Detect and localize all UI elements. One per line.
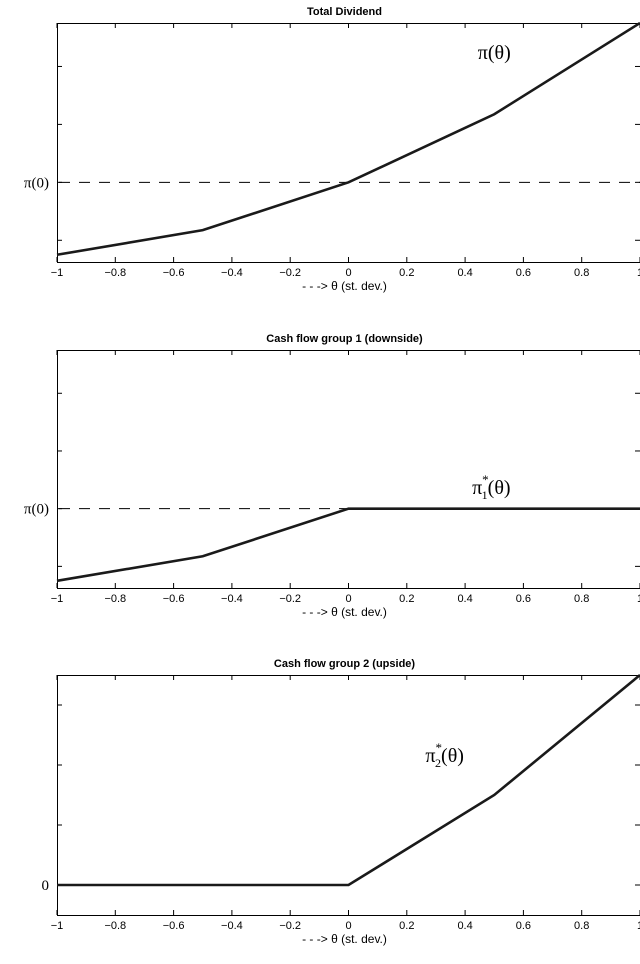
x-tick-label: 0.8 bbox=[574, 593, 589, 605]
x-tick-label: −1 bbox=[51, 593, 64, 605]
annotation-tail: (θ) bbox=[488, 477, 511, 499]
annotation-tail: (θ) bbox=[441, 745, 464, 767]
chart-title: Total Dividend bbox=[307, 6, 382, 18]
annotation-base: π bbox=[425, 745, 435, 767]
x-tick-label: 0 bbox=[345, 920, 351, 932]
x-tick-label: −0.6 bbox=[163, 920, 185, 932]
x-tick-label: −1 bbox=[51, 267, 64, 279]
y-tick-label: π(0) bbox=[24, 502, 49, 518]
series-annotation: π(θ) bbox=[478, 42, 511, 64]
x-tick-label: −0.8 bbox=[104, 267, 126, 279]
chart-panel-3: Cash flow group 2 (upside) −1 −0.8 −0.6 −0.4… bbox=[42, 658, 640, 946]
series-line bbox=[56, 21, 640, 257]
chart-title: Cash flow group 1 (downside) bbox=[266, 333, 423, 345]
x-tick-label: −0.2 bbox=[279, 593, 301, 605]
annotation-superscript: * bbox=[482, 472, 489, 487]
x-tick-label: 0.6 bbox=[516, 920, 531, 932]
y-tick-label: π(0) bbox=[24, 175, 49, 191]
x-tick-label: −0.6 bbox=[163, 267, 185, 279]
x-tick-label: 0.2 bbox=[399, 267, 414, 279]
x-tick-label: 1 bbox=[637, 267, 640, 279]
plot-frame bbox=[57, 675, 640, 916]
x-tick-label: 1 bbox=[637, 593, 640, 605]
x-tick-label: 0.6 bbox=[516, 267, 531, 279]
annotation-subscript: 1 bbox=[482, 488, 488, 502]
series-annotation: π* 1(θ) bbox=[472, 472, 511, 502]
x-tick-label: −0.4 bbox=[221, 267, 243, 279]
annotation-base: π bbox=[472, 477, 482, 499]
x-tick-label: −0.2 bbox=[279, 267, 301, 279]
chart-panel-1: Total Dividend −1 −0.8 −0.6 −0.4 −0.2 0 0.2 0.4 0… bbox=[24, 6, 640, 293]
x-axis-label: - - -> θ (st. dev.) bbox=[302, 932, 387, 946]
x-tick-label: −0.8 bbox=[104, 920, 126, 932]
x-tick-label: 0.8 bbox=[574, 267, 589, 279]
plot-frame bbox=[57, 350, 640, 589]
chart-title: Cash flow group 2 (upside) bbox=[274, 658, 416, 670]
series-line bbox=[57, 673, 640, 887]
series-annotation: π* 2(θ) bbox=[425, 740, 464, 770]
x-tick-label: 0.4 bbox=[457, 920, 472, 932]
x-tick-label: −1 bbox=[51, 920, 64, 932]
x-tick-label: 0.2 bbox=[399, 593, 414, 605]
x-tick-label: 0 bbox=[345, 593, 351, 605]
x-tick-label: −0.4 bbox=[221, 593, 243, 605]
annotation-superscript: * bbox=[436, 740, 443, 755]
x-tick-label: 0.4 bbox=[457, 593, 472, 605]
x-tick-label: 0.2 bbox=[399, 920, 414, 932]
x-tick-label: −0.4 bbox=[221, 920, 243, 932]
x-tick-label: −0.6 bbox=[163, 593, 185, 605]
x-tick-label: 0.6 bbox=[516, 593, 531, 605]
x-tick-label: 0.4 bbox=[457, 267, 472, 279]
plot-frame bbox=[57, 23, 640, 263]
chart-panel-2: Cash flow group 1 (downside) −1 −0.8 −0.6 −0… bbox=[24, 333, 640, 619]
series-line bbox=[56, 507, 640, 583]
x-axis-label: - - -> θ (st. dev.) bbox=[302, 279, 387, 293]
y-tick-label: 0 bbox=[42, 878, 50, 894]
x-tick-label: −0.2 bbox=[279, 920, 301, 932]
x-tick-label: 1 bbox=[637, 920, 640, 932]
x-tick-label: 0.8 bbox=[574, 920, 589, 932]
x-axis-label: - - -> θ (st. dev.) bbox=[302, 605, 387, 619]
annotation-subscript: 2 bbox=[435, 756, 441, 770]
x-tick-label: 0 bbox=[345, 267, 351, 279]
x-tick-label: −0.8 bbox=[104, 593, 126, 605]
